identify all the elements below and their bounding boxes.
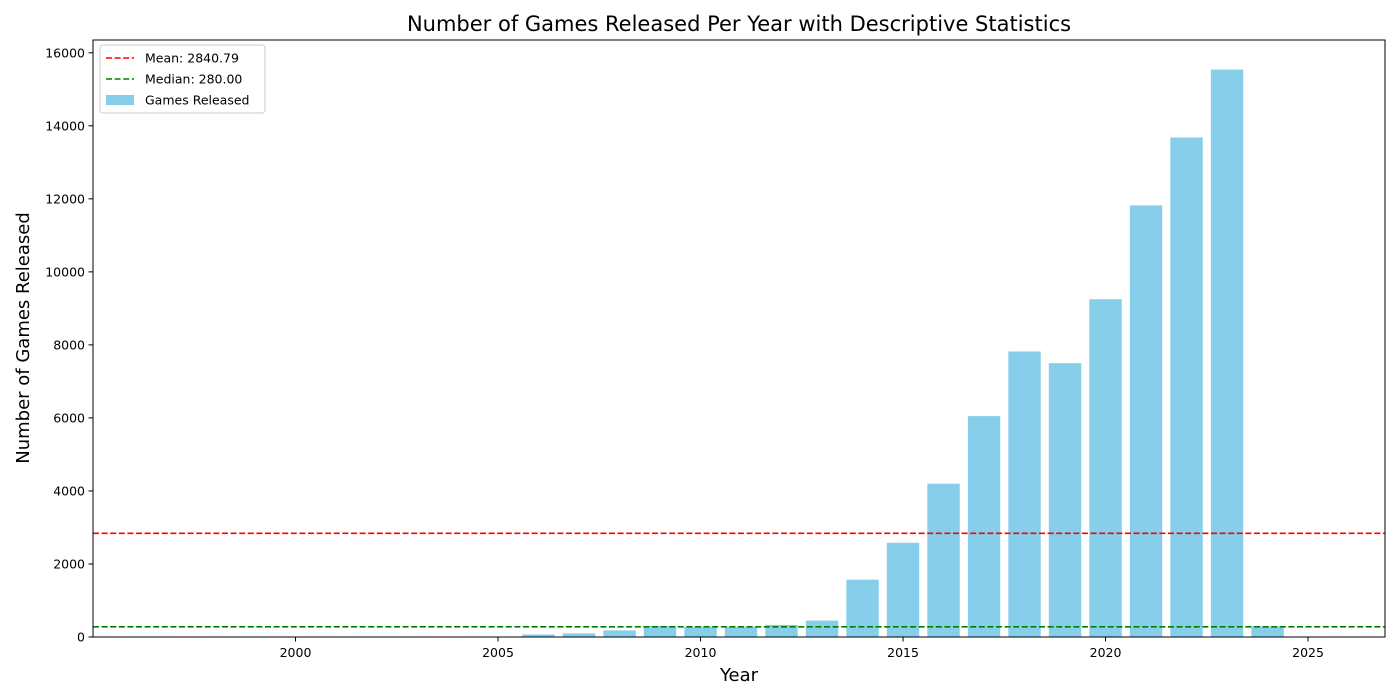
y-tick-label: 6000 [53, 410, 85, 425]
y-tick-label: 2000 [53, 556, 85, 571]
legend: Mean: 2840.79 Median: 280.00 Games Release… [99, 44, 266, 114]
bar-2019 [1048, 363, 1082, 637]
bar-2011 [724, 626, 758, 637]
bar-2008 [603, 630, 636, 637]
reference-lines-layer [93, 532, 1385, 628]
bars-layer [157, 69, 1284, 637]
bar-2018 [1008, 351, 1041, 637]
bar-2021 [1129, 205, 1163, 637]
y-tick-label: 10000 [45, 264, 85, 279]
y-tick-label: 0 [77, 630, 85, 645]
bar-2007 [562, 633, 596, 637]
x-tick-label: 2025 [1292, 645, 1324, 660]
legend-box [99, 44, 266, 114]
x-tick-label: 2000 [280, 645, 312, 660]
bar-2020 [1089, 299, 1122, 637]
y-tick-label: 4000 [53, 483, 85, 498]
legend-games-label: Games Released [145, 93, 249, 108]
x-tick-label: 2015 [887, 645, 919, 660]
bar-2015 [886, 542, 920, 637]
bar-2010 [684, 626, 717, 637]
plot-frame [92, 39, 1386, 638]
y-tick-label: 12000 [45, 191, 85, 206]
bar-2014 [846, 579, 879, 637]
bar-2009 [643, 626, 677, 637]
x-tick-label: 2005 [482, 645, 514, 660]
x-tick-label: 2010 [685, 645, 717, 660]
legend-mean-label: Mean: 2840.79 [145, 51, 239, 66]
legend-games-swatch [106, 95, 134, 105]
legend-median-label: Median: 280.00 [145, 72, 242, 87]
y-tick-label: 8000 [53, 337, 85, 352]
bar-2017 [967, 416, 1001, 637]
y-tick-label: 16000 [45, 45, 85, 60]
chart-title: Number of Games Released Per Year with D… [407, 12, 1071, 36]
bar-2024 [1251, 626, 1284, 637]
y-tick-label: 14000 [45, 118, 85, 133]
x-axis-label: Year [719, 665, 759, 686]
x-tick-label: 2020 [1090, 645, 1122, 660]
bar-2006 [522, 634, 555, 637]
bar-2012 [765, 624, 798, 637]
bar-2022 [1170, 137, 1203, 637]
bar-2016 [927, 483, 960, 637]
y-axis-label: Number of Games Released [13, 212, 34, 464]
bar-2023 [1210, 69, 1244, 637]
ticks-layer: 2000 2005 2010 2015 2020 2025 0 2000 4000 6000 800… [45, 45, 1324, 660]
bar-2013 [805, 620, 839, 637]
